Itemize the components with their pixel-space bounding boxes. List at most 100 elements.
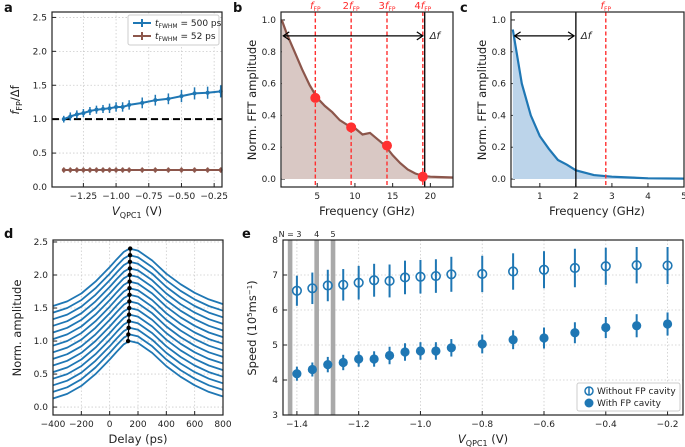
y-tick-label: 6 (272, 306, 278, 316)
xlabel-a: VQPC1 (V) (112, 204, 162, 220)
y-tick-label: 0.2 (262, 143, 276, 153)
data-point (192, 91, 197, 96)
xlabel-c: Frequency (GHz) (549, 204, 645, 218)
data-point-without (538, 264, 550, 275)
data-point (87, 168, 92, 173)
data-point (205, 168, 210, 173)
data-point (179, 168, 184, 173)
chart-b: 5 10 15 20 0.0 0.2 0.4 0.6 0.8 1.0 fFP 2fFP 3fFP 4fFP… (262, 1, 454, 202)
x-tick-label: −0.50 (168, 192, 196, 202)
spectrum-line (511, 29, 685, 180)
y-tick-label: 2.0 (33, 47, 48, 57)
x-tick-label: 15 (387, 192, 398, 202)
legend-label-52ps: tFWHM = 52 ps (155, 32, 216, 43)
x-tick-label: 4 (645, 192, 651, 202)
x-tick-label: 2 (573, 192, 579, 202)
harmonic-marker (417, 171, 428, 182)
y-tick-label: 0.5 (34, 370, 48, 380)
data-point-with (338, 357, 348, 368)
data-point-with (539, 333, 549, 343)
data-point (179, 94, 184, 99)
data-point (120, 168, 125, 173)
data-point-with (446, 343, 456, 353)
data-point (107, 168, 112, 173)
legend-marker-filled (584, 398, 594, 408)
data-point (166, 96, 171, 101)
peak-marker (127, 266, 133, 271)
y-tick-label: 1.0 (492, 16, 507, 26)
x-tick-label: 400 (158, 420, 175, 430)
x-tick-label: 0 (107, 420, 113, 430)
peak-marker (125, 338, 131, 344)
data-point-with (400, 347, 410, 357)
y-tick-label: 0.6 (262, 80, 277, 90)
peak-marker (126, 312, 132, 317)
data-point-without (508, 266, 519, 277)
band-N (287, 240, 293, 415)
harmonic-line-label: 3fFP (378, 1, 395, 13)
data-point-without (338, 279, 349, 290)
data-point-with (508, 335, 518, 345)
x-tick-label: −0.75 (135, 192, 163, 202)
data-point (166, 168, 171, 173)
x-tick-label: −1.0 (410, 420, 432, 430)
data-point-with (307, 364, 317, 375)
data-point (205, 90, 210, 95)
data-point (94, 107, 99, 112)
data-point (114, 104, 119, 109)
data-point (120, 104, 125, 109)
panel-label-e: e (242, 227, 251, 242)
peak-marker (128, 246, 133, 251)
data-point (81, 168, 86, 173)
y-tick-label: 0.5 (33, 149, 47, 159)
data-point-without (662, 260, 673, 271)
xlabel-b: Frequency (GHz) (319, 204, 415, 218)
data-point-without (569, 262, 580, 274)
y-tick-label: 0.0 (262, 175, 277, 185)
data-point (127, 168, 132, 173)
data-point (114, 168, 119, 173)
harmonic-marker (346, 122, 357, 133)
data-point-without (430, 270, 441, 282)
legend-label-500ps: tFWHM = 500 ps (155, 19, 222, 30)
peak-marker (127, 279, 132, 284)
data-point (74, 168, 79, 173)
x-tick-label: −400 (41, 420, 66, 430)
x-tick-label: 600 (186, 420, 203, 430)
x-tick-label: −0.8 (471, 420, 493, 430)
data-point (101, 168, 105, 173)
legend-a: tFWHM = 500 ps tFWHM = 52 ps (127, 14, 222, 46)
data-point-with (415, 346, 426, 356)
area-fill (512, 29, 684, 180)
y-tick-label: 1.5 (33, 81, 47, 91)
x-tick-label: −1.00 (102, 192, 130, 202)
axes-frame (510, 11, 685, 188)
y-tick-label: 8 (272, 236, 278, 246)
data-point-with (431, 346, 441, 356)
x-tick-label: −1.4 (286, 420, 308, 430)
x-tick-label: −1.2 (348, 420, 370, 430)
band-label: N = 3 (279, 230, 302, 239)
data-point (140, 100, 145, 105)
harmonic-line-label: 2fFP (343, 1, 360, 13)
band-label: 4 (314, 230, 319, 239)
data-point-with (632, 321, 642, 331)
ylabel-b: Norm. FFT amplitude (245, 40, 259, 161)
panel-label-a: a (4, 1, 13, 16)
xlabel-d: Delay (ps) (109, 432, 168, 446)
area-fill (281, 20, 453, 180)
x-tick-label: −0.6 (533, 420, 555, 430)
data-point-with (354, 354, 364, 364)
delta-f-label: Δf (429, 31, 442, 42)
legend-e: Without FP cavity With FP cavity (576, 382, 681, 412)
axes-frame (282, 239, 684, 416)
panel-label-b: b (233, 1, 242, 16)
y-tick-label: 1.0 (34, 337, 49, 347)
x-tick-label: 1 (537, 192, 543, 202)
legend-label-with: With FP cavity (597, 399, 662, 409)
data-point (68, 114, 73, 119)
data-point (127, 102, 132, 107)
y-tick-label: 4 (272, 376, 278, 386)
data-point-with (323, 360, 333, 370)
data-point (140, 168, 145, 173)
